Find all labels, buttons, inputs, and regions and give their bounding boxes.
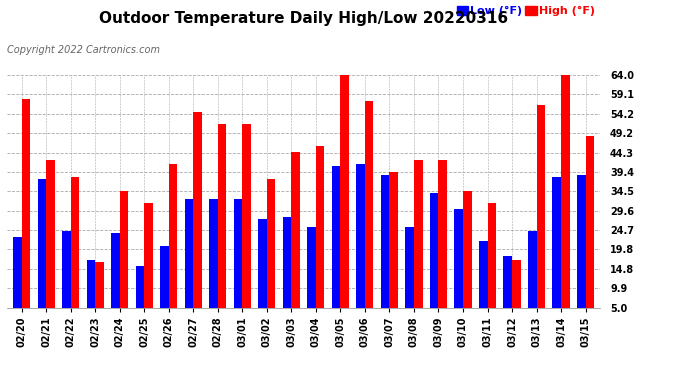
Bar bbox=[414, 160, 422, 308]
Bar bbox=[119, 191, 128, 308]
Bar bbox=[169, 164, 177, 308]
Bar bbox=[438, 160, 447, 308]
Bar bbox=[160, 246, 169, 308]
Bar bbox=[389, 171, 398, 308]
Bar bbox=[267, 179, 275, 308]
Bar bbox=[455, 209, 463, 308]
Bar bbox=[209, 199, 218, 308]
Bar bbox=[234, 199, 242, 308]
Text: Outdoor Temperature Daily High/Low 20220316: Outdoor Temperature Daily High/Low 20220… bbox=[99, 11, 508, 26]
Bar bbox=[561, 67, 570, 308]
Bar bbox=[430, 193, 438, 308]
Bar bbox=[528, 231, 537, 308]
Bar bbox=[405, 227, 414, 308]
Bar bbox=[258, 219, 267, 308]
Bar bbox=[13, 237, 21, 308]
Bar bbox=[577, 176, 586, 308]
Bar bbox=[291, 152, 300, 308]
Bar bbox=[95, 262, 104, 308]
Bar bbox=[479, 240, 488, 308]
Bar bbox=[86, 260, 95, 308]
Bar bbox=[316, 146, 324, 308]
Bar bbox=[332, 166, 340, 308]
Bar bbox=[586, 136, 594, 308]
Bar bbox=[62, 231, 70, 308]
Bar bbox=[37, 179, 46, 308]
Bar bbox=[283, 217, 291, 308]
Bar bbox=[340, 55, 349, 308]
Legend: Low (°F), High (°F): Low (°F), High (°F) bbox=[457, 6, 595, 16]
Bar bbox=[488, 203, 496, 308]
Bar bbox=[463, 191, 471, 308]
Bar bbox=[70, 177, 79, 308]
Bar bbox=[144, 203, 152, 308]
Bar bbox=[193, 112, 202, 308]
Bar bbox=[307, 227, 316, 308]
Bar bbox=[46, 160, 55, 308]
Bar bbox=[381, 176, 389, 308]
Bar bbox=[553, 177, 561, 308]
Bar bbox=[21, 99, 30, 308]
Bar bbox=[111, 232, 119, 308]
Bar bbox=[356, 164, 365, 308]
Bar bbox=[365, 100, 373, 308]
Bar bbox=[136, 266, 144, 308]
Bar bbox=[512, 260, 521, 308]
Bar bbox=[218, 124, 226, 308]
Text: Copyright 2022 Cartronics.com: Copyright 2022 Cartronics.com bbox=[7, 45, 160, 55]
Bar bbox=[537, 105, 545, 308]
Bar bbox=[504, 256, 512, 307]
Bar bbox=[242, 124, 251, 308]
Bar bbox=[185, 199, 193, 308]
